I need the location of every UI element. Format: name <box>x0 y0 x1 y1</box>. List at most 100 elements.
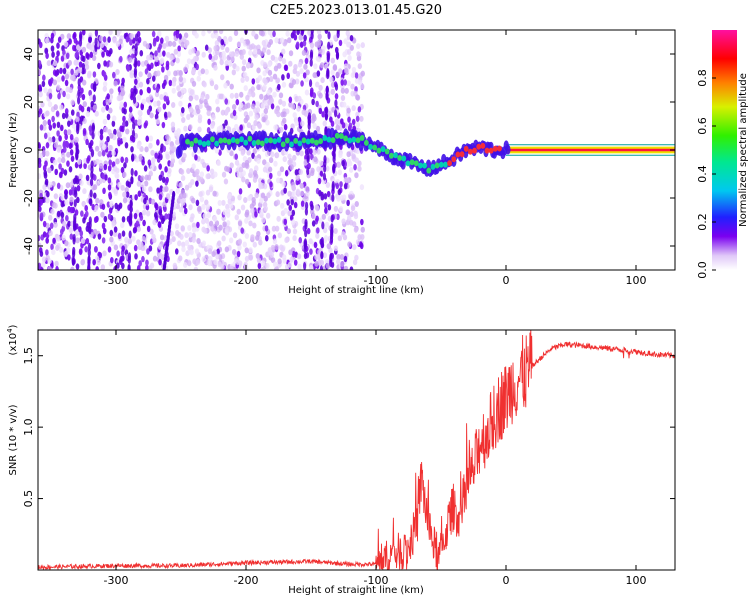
noise-mark <box>312 149 317 156</box>
noise-mark <box>239 37 245 44</box>
noise-mark <box>318 160 324 167</box>
noise-mark <box>136 226 141 233</box>
noise-mark <box>82 101 87 108</box>
noise-mark <box>56 50 60 57</box>
noise-mark <box>57 157 62 164</box>
signal-core <box>438 161 444 168</box>
noise-mark <box>286 199 290 206</box>
noise-mark <box>156 70 161 77</box>
noise-mark <box>125 128 130 135</box>
noise-mark <box>224 119 228 126</box>
noise-mark <box>263 205 269 212</box>
streak-mark <box>130 176 134 185</box>
colorbar-ticks: 0.0 0.2 0.4 0.6 0.8 <box>696 69 716 279</box>
noise-mark <box>120 184 125 191</box>
streak-mark <box>133 88 137 97</box>
streak-mark <box>130 168 134 177</box>
signal-core <box>463 145 469 152</box>
noise-mark <box>320 77 325 84</box>
figure-title: C2E5.2023.013.01.45.G20 <box>270 3 442 18</box>
snr-xtick-label: 0 <box>503 574 510 587</box>
signal-core <box>434 162 440 169</box>
noise-mark <box>97 150 102 157</box>
noise-mark <box>267 61 272 68</box>
noise-mark <box>51 136 56 143</box>
noise-mark <box>278 92 284 99</box>
noise-mark <box>244 217 249 224</box>
noise-mark <box>340 231 346 238</box>
noise-mark <box>138 81 144 88</box>
streak-mark <box>129 213 133 222</box>
streak-mark <box>87 248 91 257</box>
noise-mark <box>277 83 281 91</box>
noise-mark <box>194 32 199 39</box>
noise-mark <box>111 120 116 127</box>
noise-mark <box>136 94 142 101</box>
noise-mark <box>123 108 127 115</box>
noise-mark <box>336 258 341 265</box>
noise-mark <box>340 94 346 101</box>
noise-mark <box>181 199 186 206</box>
noise-mark <box>144 68 149 75</box>
noise-mark <box>315 215 319 222</box>
noise-mark <box>314 254 319 261</box>
noise-mark <box>42 231 47 238</box>
noise-mark <box>109 200 114 207</box>
noise-mark <box>292 30 296 36</box>
noise-mark <box>158 209 162 216</box>
noise-mark <box>309 148 313 155</box>
noise-mark <box>220 74 225 81</box>
streak-mark <box>91 131 95 140</box>
noise-mark <box>44 178 49 186</box>
noise-mark <box>134 194 138 201</box>
noise-mark <box>152 219 157 226</box>
streak-mark <box>321 221 325 230</box>
noise-mark <box>91 55 97 62</box>
noise-mark <box>346 215 352 222</box>
noise-mark <box>44 160 48 167</box>
noise-mark <box>61 75 65 82</box>
noise-mark <box>316 56 322 63</box>
noise-mark <box>261 260 266 267</box>
noise-mark <box>196 221 200 229</box>
noise-mark <box>64 108 69 115</box>
noise-mark <box>54 70 59 77</box>
noise-mark <box>211 250 216 257</box>
noise-mark <box>339 181 343 188</box>
noise-mark <box>101 173 105 180</box>
noise-mark <box>136 60 141 67</box>
noise-mark <box>314 204 320 211</box>
noise-mark <box>92 104 98 111</box>
noise-mark <box>220 109 226 116</box>
noise-mark <box>330 88 336 95</box>
noise-mark <box>45 197 50 204</box>
streak-mark <box>94 30 99 37</box>
noise-mark <box>289 256 294 263</box>
noise-mark <box>345 209 351 216</box>
noise-mark <box>61 152 66 159</box>
noise-mark <box>43 172 48 179</box>
noise-mark <box>105 49 110 57</box>
noise-mark <box>50 208 55 215</box>
noise-mark <box>355 115 360 122</box>
noise-mark <box>94 110 99 117</box>
noise-mark <box>65 86 70 93</box>
noise-mark <box>264 99 269 106</box>
noise-mark <box>157 221 162 228</box>
noise-mark <box>279 126 284 133</box>
noise-mark <box>230 195 236 202</box>
noise-mark <box>98 162 104 169</box>
noise-mark <box>212 215 218 222</box>
signal-core <box>326 136 332 143</box>
noise-mark <box>115 30 121 37</box>
noise-mark <box>280 111 285 118</box>
snr-frame <box>37 329 676 571</box>
noise-mark <box>148 186 153 193</box>
noise-mark <box>148 142 153 149</box>
noise-mark <box>216 240 222 247</box>
noise-mark <box>222 209 227 216</box>
noise-mark <box>102 250 107 257</box>
noise-mark <box>267 69 273 76</box>
noise-mark <box>256 84 261 91</box>
noise-mark <box>236 41 242 48</box>
